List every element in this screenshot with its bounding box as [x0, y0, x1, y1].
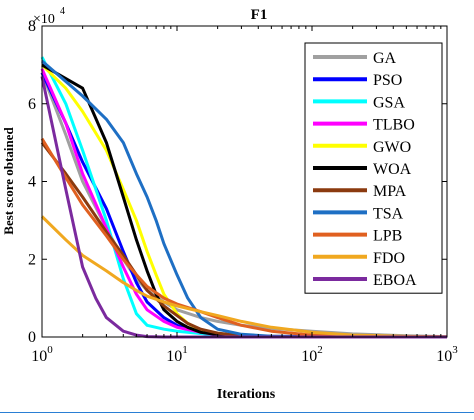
y-axis-label: Best score obtained — [1, 127, 16, 235]
legend-label-gsa: GSA — [373, 94, 405, 111]
legend-label-tlbo: TLBO — [373, 117, 415, 134]
y-multiplier-base: ×10 — [33, 12, 55, 27]
y-multiplier-exponent: 4 — [60, 6, 65, 17]
legend-label-mpa: MPA — [373, 183, 407, 200]
y-tick-label: 2 — [28, 251, 36, 268]
chart-title: F1 — [251, 7, 268, 23]
x-tick-label: 100 — [31, 344, 53, 365]
y-tick-label: 0 — [28, 329, 36, 346]
y-tick-label: 4 — [28, 174, 36, 191]
legend-label-pso: PSO — [373, 72, 402, 89]
series-layer — [40, 56, 448, 339]
series-line-fdo — [40, 215, 448, 339]
y-tick-label: 8 — [28, 18, 36, 35]
series-line-lpb — [40, 137, 448, 339]
legend-label-gwo: GWO — [373, 139, 411, 156]
legend-label-woa: WOA — [373, 161, 412, 178]
legend-label-eboa: EBOA — [373, 272, 417, 289]
axis-ticks: 100 101 102 103 0 2 4 6 8 — [28, 18, 458, 365]
x-tick-label: 101 — [166, 344, 188, 365]
y-axis-multiplier: ×10 4 — [33, 6, 65, 27]
y-tick-label: 6 — [28, 96, 36, 113]
legend: GA PSO GSA TLBO GWO WOA MPA TSA LPB FDO EBOA — [304, 42, 443, 294]
legend-label-ga: GA — [373, 50, 397, 67]
bottom-rule — [0, 412, 474, 413]
x-tick-label: 103 — [436, 344, 458, 365]
x-axis-label: Iterations — [217, 387, 276, 402]
legend-label-fdo: FDO — [373, 250, 405, 267]
series-line-tsa — [41, 59, 448, 339]
legend-label-tsa: TSA — [373, 205, 404, 222]
plot-frame — [41, 25, 448, 338]
x-tick-label: 102 — [301, 344, 323, 365]
legend-label-lpb: LPB — [373, 228, 402, 245]
series-line-mpa — [40, 141, 448, 339]
